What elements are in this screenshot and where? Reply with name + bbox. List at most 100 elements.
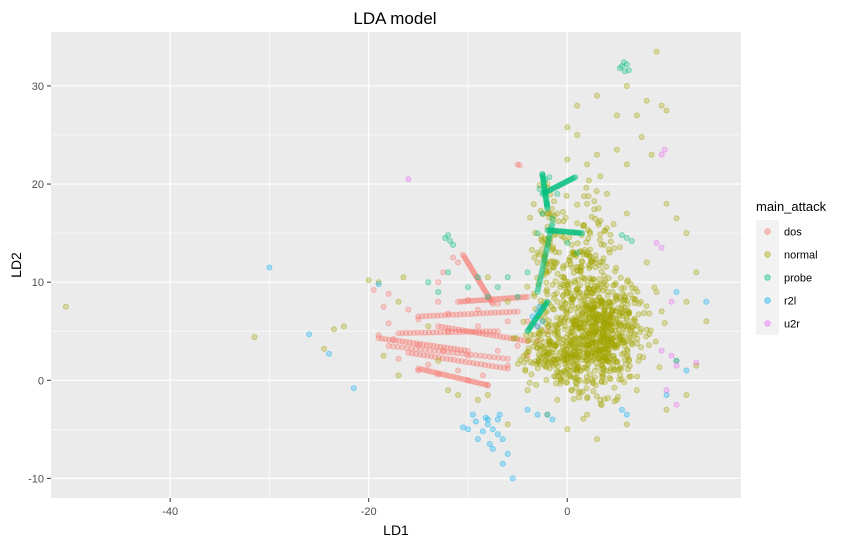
data-point <box>493 332 500 339</box>
data-point <box>610 335 617 342</box>
data-point <box>592 252 599 259</box>
data-point <box>545 227 552 234</box>
data-point <box>604 343 611 350</box>
data-point <box>580 349 587 356</box>
data-point <box>591 367 598 374</box>
data-point <box>625 332 632 339</box>
data-point <box>643 97 650 104</box>
data-point <box>628 237 635 244</box>
data-point <box>599 329 606 336</box>
data-point <box>607 314 614 321</box>
data-point <box>624 322 631 329</box>
data-point <box>538 233 545 240</box>
data-point <box>623 314 630 321</box>
data-point <box>528 331 535 338</box>
data-point <box>530 201 537 208</box>
data-point <box>591 206 598 213</box>
data-point <box>534 365 541 372</box>
data-point <box>542 320 549 327</box>
data-point <box>499 436 506 443</box>
data-point <box>575 363 582 370</box>
data-point <box>573 341 580 348</box>
plot-panel <box>51 32 741 498</box>
data-point <box>572 174 579 181</box>
data-point <box>542 357 549 364</box>
data-point <box>589 306 596 313</box>
data-point <box>544 242 551 249</box>
data-point <box>601 396 608 403</box>
data-point <box>541 344 548 351</box>
data-point <box>486 295 493 302</box>
data-point <box>452 329 459 336</box>
data-point <box>562 314 569 321</box>
data-point <box>554 340 561 347</box>
data-point <box>415 316 422 323</box>
data-point <box>608 336 615 343</box>
data-point <box>553 227 560 234</box>
data-point <box>251 334 258 341</box>
data-point <box>570 321 577 328</box>
data-point <box>461 311 468 318</box>
series-r2l <box>266 264 710 482</box>
data-point <box>445 349 452 356</box>
data-point <box>557 181 564 188</box>
data-point <box>592 374 599 381</box>
data-point <box>599 313 606 320</box>
data-point <box>588 258 595 265</box>
data-point <box>420 352 427 359</box>
data-point <box>586 285 593 292</box>
data-point <box>618 365 625 372</box>
data-point <box>578 332 585 339</box>
data-point <box>608 327 615 334</box>
data-point <box>370 286 377 293</box>
data-point <box>443 355 450 362</box>
data-point <box>574 321 581 328</box>
data-point <box>658 102 665 109</box>
data-point <box>440 348 447 355</box>
data-point <box>605 358 612 365</box>
data-point <box>559 314 566 321</box>
data-point <box>597 338 604 345</box>
data-point <box>559 304 566 311</box>
data-point <box>589 343 596 350</box>
data-point <box>653 48 660 55</box>
data-point <box>481 361 488 368</box>
data-point <box>626 321 633 328</box>
data-point <box>599 362 606 369</box>
data-point <box>574 287 581 294</box>
data-point <box>409 350 416 357</box>
data-point <box>597 400 604 407</box>
data-point <box>640 354 647 361</box>
data-point <box>543 351 550 358</box>
data-point <box>574 267 581 274</box>
data-point <box>554 332 561 339</box>
data-point <box>590 258 597 265</box>
data-point <box>484 293 491 300</box>
data-point <box>474 379 481 386</box>
data-point <box>458 375 465 382</box>
data-point <box>559 273 566 280</box>
data-point <box>306 331 313 338</box>
data-point <box>589 349 596 356</box>
data-point <box>562 316 569 323</box>
data-point <box>583 333 590 340</box>
data-point <box>563 379 570 386</box>
data-point <box>632 296 639 303</box>
data-point <box>571 293 578 300</box>
data-point <box>637 325 644 332</box>
data-point <box>605 275 612 282</box>
data-point <box>600 367 607 374</box>
data-point <box>536 185 543 192</box>
data-point <box>568 229 575 236</box>
data-point <box>539 246 546 253</box>
data-point <box>578 263 585 270</box>
data-point <box>462 255 469 262</box>
data-point <box>574 201 581 208</box>
data-point <box>426 312 433 319</box>
data-point <box>604 340 611 347</box>
data-point <box>600 365 607 372</box>
data-point <box>479 330 486 337</box>
data-point <box>585 342 592 349</box>
data-point <box>576 320 583 327</box>
data-point <box>603 349 610 356</box>
